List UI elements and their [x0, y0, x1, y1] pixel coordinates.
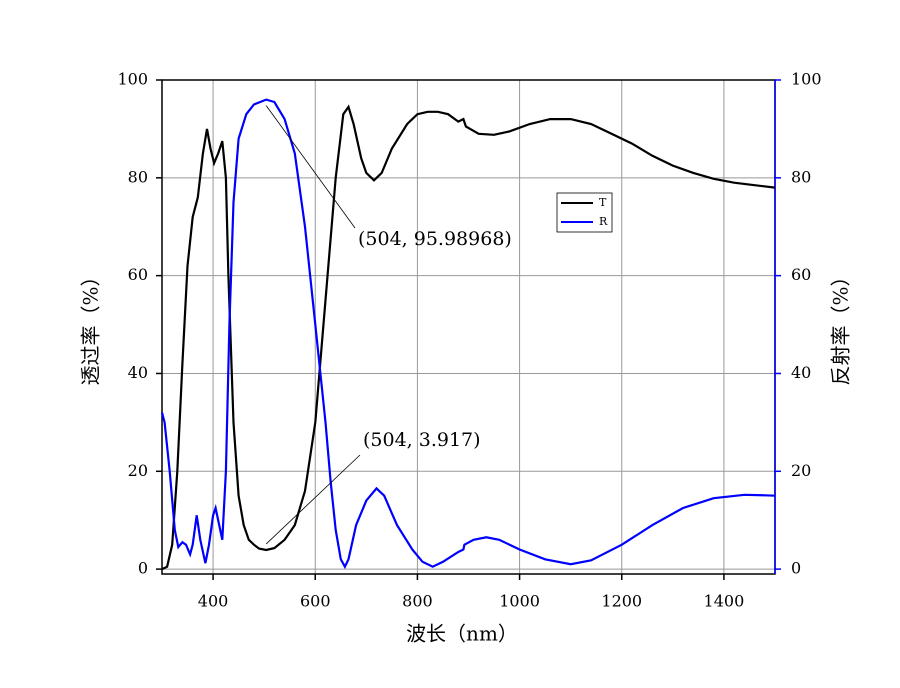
- y2-axis-label: 反射率（%）: [829, 266, 853, 385]
- x-tick-label: 1000: [499, 592, 540, 611]
- y2-tick-label: 0: [791, 559, 801, 578]
- y-tick-label: 0: [138, 559, 148, 578]
- annotation-leader: [265, 454, 361, 545]
- series-line: [161, 104, 776, 571]
- y-tick-label: 40: [128, 363, 148, 382]
- x-tick-label: 800: [402, 592, 433, 611]
- plot-frame: [161, 79, 776, 575]
- legend-label: R: [599, 215, 608, 228]
- y-tick-label: 20: [128, 461, 148, 480]
- legend-label: T: [599, 196, 607, 209]
- annotation-leader: [265, 105, 356, 229]
- series-line: [160, 98, 776, 570]
- x-axis-label: 波长（nm）: [406, 622, 518, 646]
- y-axis-label: 透过率（%）: [79, 266, 103, 385]
- y2-tick-label: 80: [791, 167, 811, 186]
- x-tick-label: 1400: [704, 592, 745, 611]
- y2-tick-label: 100: [791, 70, 822, 89]
- y-tick-label: 60: [128, 265, 148, 284]
- y2-tick-label: 20: [791, 461, 811, 480]
- annotation: (504, 3.917): [363, 429, 481, 451]
- legend-box: [556, 192, 613, 233]
- y-tick-label: 100: [117, 70, 148, 89]
- y-tick-label: 80: [128, 167, 148, 186]
- annotation: (504, 95.98968): [358, 228, 512, 250]
- x-tick-label: 600: [300, 592, 331, 611]
- y2-tick-label: 40: [791, 363, 811, 382]
- x-tick-label: 400: [198, 592, 229, 611]
- y2-tick-label: 60: [791, 265, 811, 284]
- x-tick-label: 1200: [601, 592, 642, 611]
